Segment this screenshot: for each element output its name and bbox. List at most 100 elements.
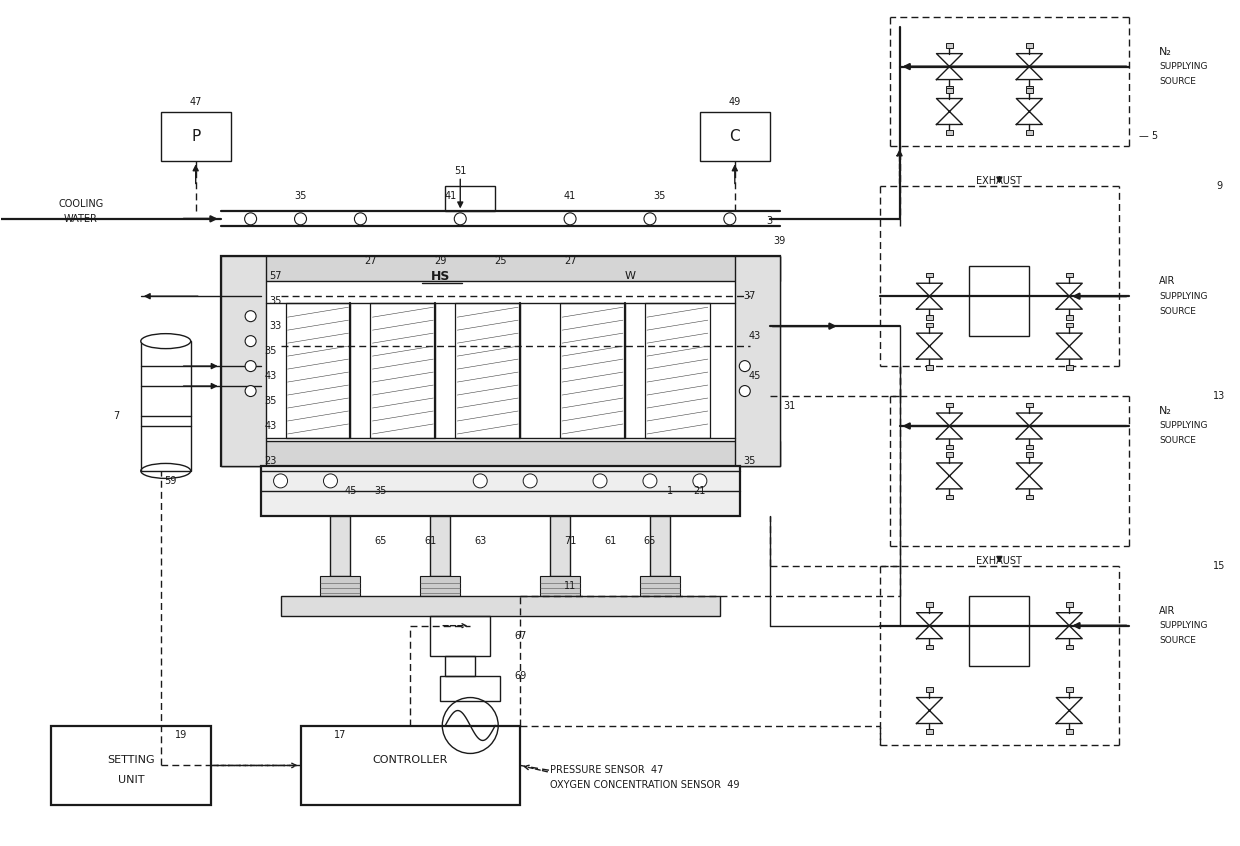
Bar — [51, 726, 211, 805]
Bar — [221, 256, 780, 466]
Text: OXYGEN CONCENTRATION SENSOR  49: OXYGEN CONCENTRATION SENSOR 49 — [551, 780, 739, 790]
Bar — [445, 656, 475, 676]
Bar — [1025, 43, 1033, 47]
Bar — [946, 88, 954, 92]
Bar — [280, 596, 720, 616]
Text: 29: 29 — [434, 256, 446, 266]
Text: 31: 31 — [784, 401, 796, 411]
Bar — [141, 341, 191, 471]
Text: 11: 11 — [564, 580, 577, 591]
Text: 25: 25 — [494, 256, 506, 266]
Bar — [926, 272, 932, 277]
Bar — [970, 266, 1029, 336]
Text: 27: 27 — [365, 256, 377, 266]
Text: 13: 13 — [1213, 391, 1225, 401]
Text: SUPPLYING: SUPPLYING — [1159, 292, 1208, 300]
Bar — [1065, 272, 1073, 277]
Bar — [455, 303, 520, 438]
Bar — [946, 445, 954, 449]
Bar — [420, 576, 460, 596]
Text: 35: 35 — [264, 346, 277, 356]
Bar — [970, 596, 1029, 666]
Text: — 5: — 5 — [1140, 131, 1158, 141]
Text: CONTROLLER: CONTROLLER — [373, 755, 448, 766]
Bar — [541, 576, 580, 596]
Text: 45: 45 — [749, 371, 761, 381]
Text: 17: 17 — [335, 730, 347, 740]
Bar — [640, 576, 680, 596]
Bar — [946, 130, 954, 135]
Text: P: P — [191, 129, 201, 144]
Bar — [735, 256, 780, 466]
Circle shape — [324, 474, 337, 488]
Bar — [1065, 729, 1073, 734]
Text: EXHAUST: EXHAUST — [976, 177, 1022, 186]
Circle shape — [564, 213, 577, 225]
Bar — [1065, 322, 1073, 327]
Text: 39: 39 — [774, 236, 786, 246]
Text: 69: 69 — [515, 671, 526, 680]
Text: 43: 43 — [749, 331, 761, 341]
Text: C: C — [729, 129, 740, 144]
Bar — [1065, 365, 1073, 370]
Bar — [430, 516, 450, 576]
Bar — [926, 316, 932, 320]
Text: SOURCE: SOURCE — [1159, 307, 1197, 316]
Circle shape — [274, 474, 288, 488]
Text: 35: 35 — [653, 191, 666, 201]
Text: 57: 57 — [269, 272, 281, 281]
Text: N₂: N₂ — [1159, 47, 1172, 57]
Bar — [926, 645, 932, 649]
Text: SUPPLYING: SUPPLYING — [1159, 621, 1208, 630]
Text: 51: 51 — [454, 167, 466, 177]
Text: 65: 65 — [374, 536, 387, 546]
Bar — [430, 616, 490, 656]
Circle shape — [246, 360, 257, 371]
Text: 15: 15 — [1213, 561, 1225, 571]
Circle shape — [523, 474, 537, 488]
Text: 65: 65 — [644, 536, 656, 546]
Text: WATER: WATER — [64, 214, 98, 224]
Bar — [1025, 453, 1033, 457]
Text: 63: 63 — [474, 536, 486, 546]
Text: 67: 67 — [513, 630, 526, 640]
Bar — [650, 516, 670, 576]
Bar — [371, 303, 435, 438]
Text: 35: 35 — [294, 191, 306, 201]
Text: 27: 27 — [564, 256, 577, 266]
Text: 41: 41 — [564, 191, 577, 201]
Bar — [1065, 645, 1073, 649]
Bar — [926, 687, 932, 691]
Text: 21: 21 — [693, 486, 706, 496]
Bar — [161, 112, 231, 162]
Circle shape — [724, 213, 735, 225]
Text: 43: 43 — [264, 371, 277, 381]
Bar — [1025, 495, 1033, 499]
Bar — [946, 43, 954, 47]
Text: SOURCE: SOURCE — [1159, 437, 1197, 446]
Text: 33: 33 — [269, 321, 281, 331]
Bar — [260, 466, 740, 516]
Text: 41: 41 — [444, 191, 456, 201]
Circle shape — [644, 213, 656, 225]
Text: 71: 71 — [564, 536, 577, 546]
Text: 35: 35 — [374, 486, 387, 496]
Text: 3: 3 — [766, 217, 773, 227]
Text: 1: 1 — [667, 486, 673, 496]
Text: 7: 7 — [113, 411, 119, 421]
Circle shape — [593, 474, 608, 488]
Circle shape — [246, 310, 257, 321]
Bar — [221, 441, 780, 466]
Bar — [551, 516, 570, 576]
Text: 61: 61 — [604, 536, 616, 546]
Text: 43: 43 — [264, 421, 277, 431]
Circle shape — [474, 474, 487, 488]
Text: AIR: AIR — [1159, 277, 1176, 286]
Circle shape — [739, 386, 750, 397]
Bar — [440, 676, 500, 700]
Text: W: W — [625, 272, 635, 281]
Text: PRESSURE SENSOR  47: PRESSURE SENSOR 47 — [551, 766, 663, 776]
Circle shape — [644, 474, 657, 488]
Bar — [1065, 602, 1073, 607]
Text: EXHAUST: EXHAUST — [976, 556, 1022, 566]
